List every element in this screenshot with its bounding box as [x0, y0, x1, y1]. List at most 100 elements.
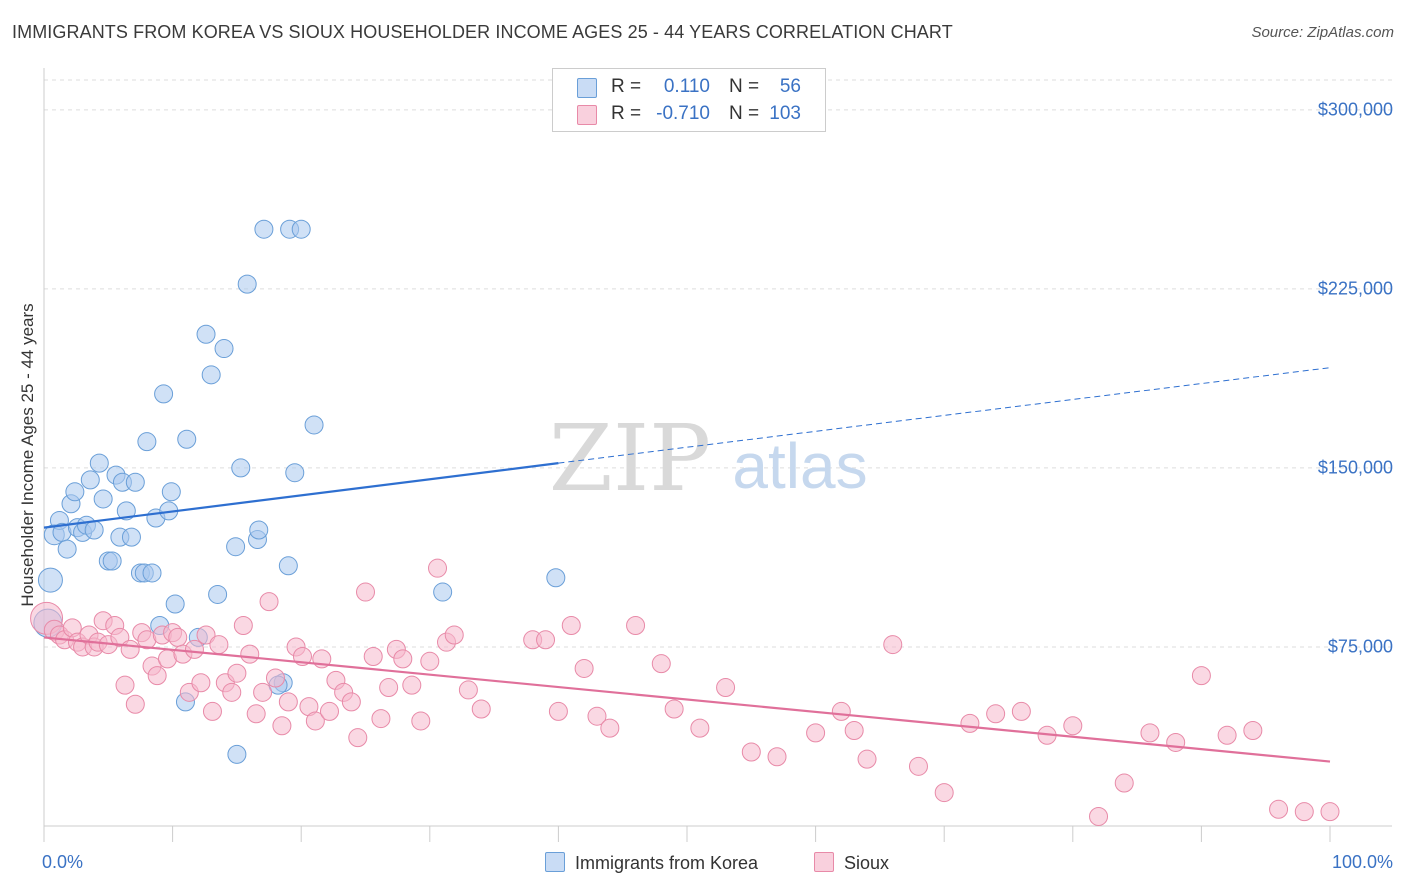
- point-korea-25: [137, 432, 157, 452]
- point-sioux-73: [600, 718, 620, 738]
- point-korea-12: [84, 520, 104, 540]
- legend-r-label: R =: [611, 103, 642, 124]
- point-sioux-82: [831, 701, 851, 721]
- point-sioux-81: [806, 723, 826, 743]
- source-label: Source: ZipAtlas.com: [1251, 24, 1394, 41]
- point-sioux-95: [1166, 732, 1186, 752]
- legend-swatch-korea: [545, 852, 565, 872]
- point-sioux-34: [227, 663, 247, 683]
- legend-r-value: 0.110: [663, 76, 710, 97]
- point-sioux-88: [986, 704, 1006, 724]
- legend-item-korea: Immigrants from Korea: [545, 852, 758, 874]
- point-sioux-94: [1140, 723, 1160, 743]
- legend-label-korea: Immigrants from Korea: [575, 853, 759, 873]
- series-korea-points: [33, 219, 566, 764]
- point-sioux-60: [411, 711, 431, 731]
- point-korea-26: [142, 563, 162, 583]
- point-korea-39: [226, 537, 246, 557]
- point-sioux-46: [305, 711, 325, 731]
- point-korea-33: [177, 429, 197, 449]
- point-korea-11: [80, 470, 100, 490]
- point-sioux-48: [319, 701, 339, 721]
- point-sioux-80: [767, 747, 787, 767]
- watermark-atlas: atlas: [732, 430, 867, 502]
- point-sioux-83: [857, 749, 877, 769]
- trend-lines: [43, 367, 1331, 763]
- legend-label-sioux: Sioux: [844, 853, 890, 873]
- point-korea-31: [161, 482, 181, 502]
- x-tick-label-min: 0.0%: [42, 852, 84, 872]
- point-sioux-86: [934, 783, 954, 803]
- correlation-legend: R = 0.110 N = 56 R = -0.710 N = 103: [552, 68, 826, 132]
- point-korea-21: [121, 527, 141, 547]
- series-sioux-points: [30, 558, 1340, 826]
- point-sioux-55: [371, 709, 391, 729]
- y-tick-label: $225,000: [1317, 278, 1393, 299]
- point-sioux-102: [844, 721, 864, 741]
- point-sioux-62: [428, 558, 448, 578]
- y-tick-label: $300,000: [1317, 99, 1393, 120]
- point-sioux-69: [548, 701, 568, 721]
- point-sioux-33: [222, 682, 242, 702]
- legend-swatch-sioux: [577, 105, 597, 125]
- point-sioux-35: [233, 615, 253, 635]
- legend-n-value: 56: [779, 76, 801, 97]
- point-sioux-40: [265, 668, 285, 688]
- point-sioux-41: [272, 716, 292, 736]
- point-korea-5: [57, 539, 77, 559]
- point-sioux-42: [278, 692, 298, 712]
- point-sioux-87: [960, 713, 980, 733]
- point-korea-20: [116, 501, 136, 521]
- point-sioux-59: [402, 675, 422, 695]
- point-sioux-15: [120, 639, 140, 659]
- legend-n-label: N =: [729, 103, 760, 124]
- point-korea-37: [208, 584, 228, 604]
- point-sioux-52: [348, 728, 368, 748]
- point-sioux-76: [664, 699, 684, 719]
- point-sioux-54: [363, 647, 383, 667]
- point-sioux-101: [1320, 802, 1340, 822]
- point-sioux-31: [209, 635, 229, 655]
- point-korea-16: [102, 551, 122, 571]
- point-korea-22: [125, 472, 145, 492]
- point-korea-29: [154, 384, 174, 404]
- axes: [43, 68, 1392, 842]
- x-tick-label-max: 100.0%: [1331, 852, 1393, 872]
- y-tick-label: $150,000: [1317, 457, 1393, 478]
- point-sioux-65: [458, 680, 478, 700]
- trend-line-korea: [43, 462, 559, 529]
- point-korea-36: [201, 365, 221, 385]
- point-korea-13: [89, 453, 109, 473]
- point-korea-40: [231, 458, 251, 478]
- legend-swatch-korea: [577, 78, 597, 98]
- legend-r-label: R =: [611, 76, 642, 97]
- point-sioux-89: [1011, 701, 1031, 721]
- watermark-zip: ZIP: [549, 405, 711, 512]
- point-korea-50: [304, 415, 324, 435]
- point-sioux-100: [1294, 802, 1314, 822]
- point-sioux-93: [1114, 773, 1134, 793]
- legend-item-sioux: Sioux: [814, 852, 889, 874]
- point-sioux-92: [1089, 806, 1109, 826]
- point-sioux-85: [908, 756, 928, 776]
- point-sioux-91: [1063, 716, 1083, 736]
- point-sioux-58: [393, 649, 413, 669]
- point-sioux-14: [115, 675, 135, 695]
- point-sioux-84: [883, 635, 903, 655]
- point-korea-52: [546, 568, 566, 588]
- point-sioux-66: [471, 699, 491, 719]
- point-sioux-29: [196, 625, 216, 645]
- point-korea-48: [285, 463, 305, 483]
- legend-swatch-sioux: [814, 852, 834, 872]
- point-sioux-74: [626, 615, 646, 635]
- point-sioux-78: [716, 678, 736, 698]
- point-sioux-70: [561, 615, 581, 635]
- legend-n-label: N =: [729, 76, 760, 97]
- point-korea-43: [249, 520, 269, 540]
- chart-title: IMMIGRANTS FROM KOREA VS SIOUX HOUSEHOLD…: [12, 22, 953, 42]
- point-sioux-16: [125, 694, 145, 714]
- point-korea-1: [37, 567, 63, 593]
- legend-r-value: -0.710: [656, 103, 710, 124]
- point-sioux-98: [1243, 721, 1263, 741]
- point-korea-41: [237, 274, 257, 294]
